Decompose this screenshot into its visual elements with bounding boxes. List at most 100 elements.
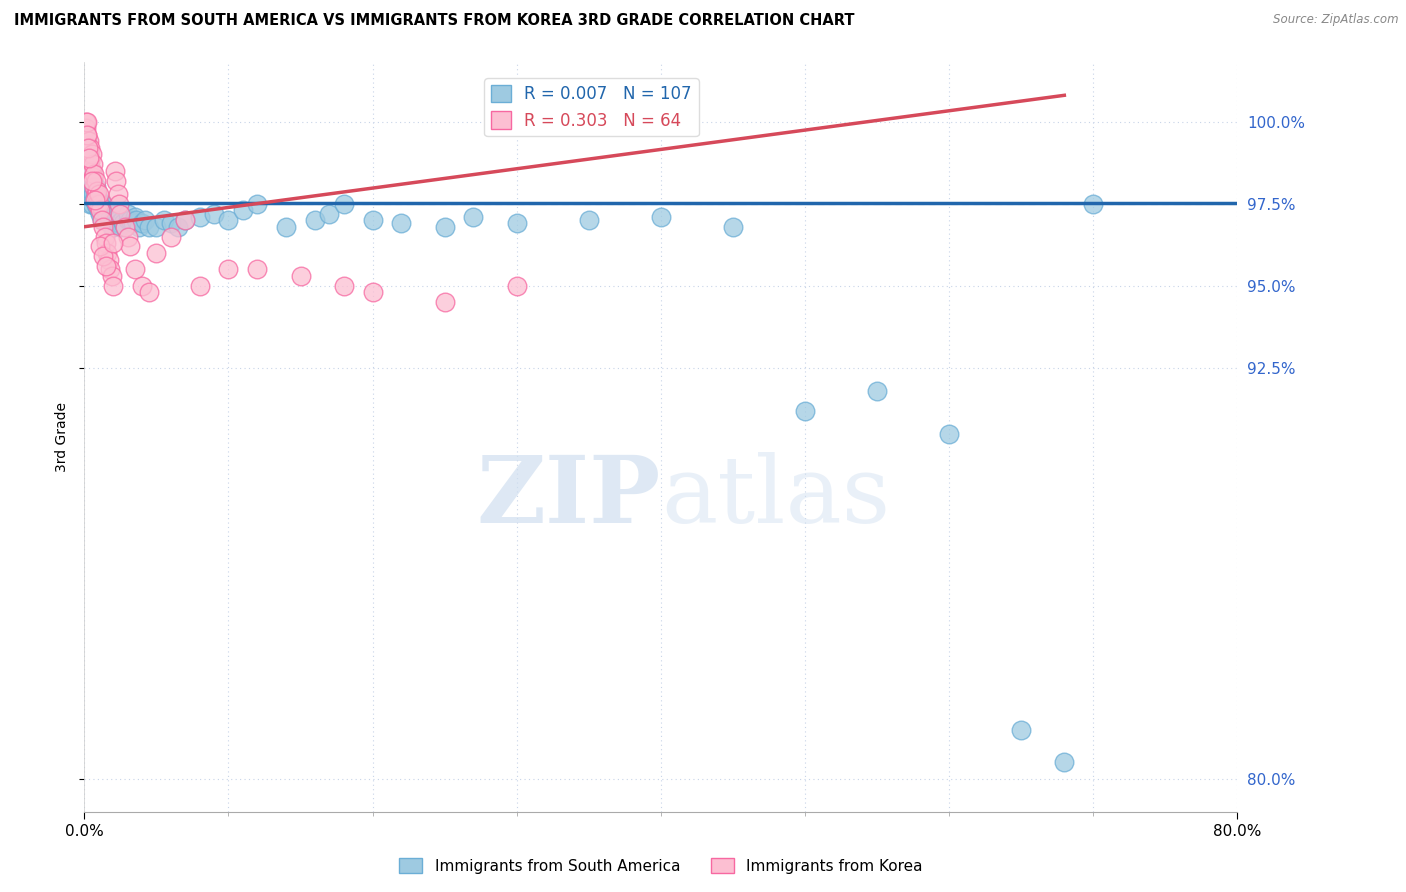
Point — [100, 219, 122, 234]
Point — [103, 213, 125, 227]
Point — [103, 236, 125, 251]
Point — [391, 217, 413, 231]
Point — [1053, 756, 1076, 770]
Point — [361, 213, 384, 227]
Point — [76, 128, 98, 142]
Point — [110, 219, 132, 234]
Point — [105, 174, 128, 188]
Point — [304, 213, 326, 227]
Point — [1083, 196, 1105, 211]
Point — [77, 147, 100, 161]
Point — [124, 210, 146, 224]
Point — [131, 279, 153, 293]
Point — [361, 285, 384, 300]
Point — [80, 164, 103, 178]
Point — [84, 180, 107, 194]
Point — [112, 217, 135, 231]
Point — [77, 141, 100, 155]
Point — [82, 157, 104, 171]
Point — [174, 213, 197, 227]
Point — [77, 147, 100, 161]
Point — [246, 262, 269, 277]
Point — [79, 196, 101, 211]
Point — [117, 213, 139, 227]
Point — [94, 213, 117, 227]
Point — [91, 219, 114, 234]
Point — [86, 200, 108, 214]
Point — [87, 186, 110, 201]
Point — [89, 206, 111, 220]
Point — [89, 196, 111, 211]
Point — [82, 174, 104, 188]
Point — [84, 174, 107, 188]
Point — [91, 249, 114, 263]
Point — [77, 174, 100, 188]
Point — [90, 213, 112, 227]
Point — [83, 194, 105, 208]
Point — [232, 203, 254, 218]
Text: Source: ZipAtlas.com: Source: ZipAtlas.com — [1274, 13, 1399, 27]
Point — [333, 196, 356, 211]
Point — [160, 217, 183, 231]
Point — [91, 196, 114, 211]
Point — [138, 219, 160, 234]
Point — [104, 164, 127, 178]
Point — [94, 236, 117, 251]
Point — [108, 217, 131, 231]
Point — [1010, 723, 1032, 737]
Point — [80, 164, 103, 178]
Point — [84, 194, 107, 208]
Point — [76, 128, 98, 142]
Point — [111, 213, 134, 227]
Point — [75, 131, 97, 145]
Point — [290, 268, 312, 283]
Point — [145, 246, 167, 260]
Point — [120, 239, 142, 253]
Point — [506, 217, 529, 231]
Point — [89, 239, 111, 253]
Point — [276, 219, 298, 234]
Point — [79, 151, 101, 165]
Point — [124, 262, 146, 277]
Y-axis label: 3rd Grade: 3rd Grade — [55, 402, 69, 472]
Point — [87, 194, 110, 208]
Point — [433, 295, 456, 310]
Point — [98, 217, 121, 231]
Point — [87, 203, 110, 218]
Point — [218, 213, 240, 227]
Point — [105, 206, 128, 220]
Point — [79, 180, 101, 194]
Point — [117, 206, 139, 220]
Point — [76, 131, 98, 145]
Point — [152, 213, 174, 227]
Point — [76, 114, 98, 128]
Point — [578, 104, 600, 119]
Point — [76, 180, 98, 194]
Point — [188, 210, 211, 224]
Point — [75, 147, 97, 161]
Point — [77, 134, 100, 148]
Point — [218, 262, 240, 277]
Point — [463, 210, 485, 224]
Point — [114, 219, 136, 234]
Point — [75, 154, 97, 169]
Point — [76, 137, 98, 152]
Point — [107, 213, 129, 227]
Point — [94, 203, 117, 218]
Point — [82, 174, 104, 188]
Point — [86, 186, 108, 201]
Point — [794, 404, 817, 418]
Point — [93, 229, 115, 244]
Point — [128, 219, 150, 234]
Point — [650, 210, 672, 224]
Point — [82, 186, 104, 201]
Point — [125, 213, 148, 227]
Point — [138, 285, 160, 300]
Point — [100, 268, 122, 283]
Point — [103, 219, 125, 234]
Point — [87, 196, 110, 211]
Point — [578, 213, 600, 227]
Point — [80, 196, 103, 211]
Point — [938, 426, 960, 441]
Point — [75, 114, 97, 128]
